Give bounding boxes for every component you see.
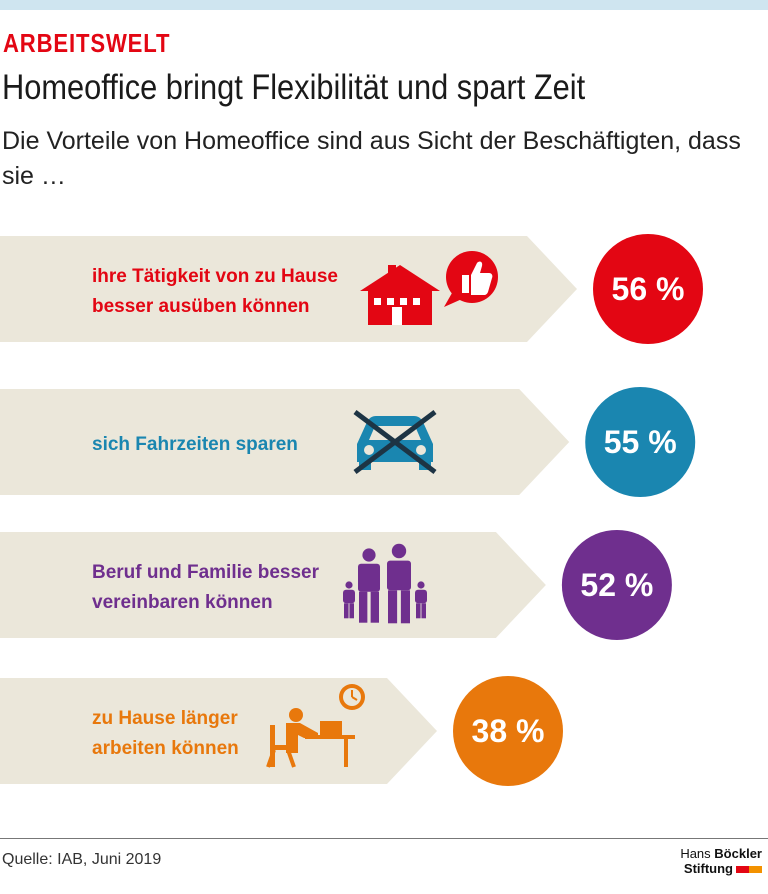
category-label: ihre Tätigkeit von zu Hause [92,266,338,287]
category-label-line2: arbeiten können [92,738,239,759]
chart-subtitle: Die Vorteile von Homeoffice sind aus Sic… [2,127,741,190]
category-label: sich Fahrzeiten sparen [92,434,298,455]
category-label: zu Hause länger [92,708,238,729]
chart-row: Beruf und Familie besser vereinbaren könn… [0,530,672,640]
chart-title: Homeoffice bringt Flexibilität und spart… [2,68,586,107]
value-circle [585,387,696,497]
bar [0,678,437,784]
chart-row: ihre Tätigkeit von zu Hause besser ausübe… [0,234,703,344]
category-label-line2: besser ausüben können [92,296,310,317]
chart-row: zu Hause länger arbeiten können 38 % [0,676,563,786]
value-label: 38 % [472,713,545,749]
house-thumbs-up-icon [360,251,498,325]
category-label: Beruf und Familie besser [92,562,320,583]
crossed-car-icon [353,410,437,474]
value-label: 56 % [612,271,685,307]
value-label: 52 % [580,567,653,603]
bar [0,532,546,638]
chart-row: sich Fahrzeiten sparen 55 % [0,387,696,497]
value-label: 55 % [604,424,677,460]
bar [0,236,577,342]
family-icon [343,543,427,624]
footer-divider [0,838,768,839]
publisher-logo: Hans Böckler Stiftung [680,846,762,876]
value-circle [561,530,672,640]
section-label: ARBEITSWELT [3,28,171,58]
category-label-line2: vereinbaren können [92,592,273,613]
value-circle [593,234,703,344]
top-accent-bar [0,0,768,10]
person-at-desk-clock-icon [266,684,365,768]
source-note: Quelle: IAB, Juni 2019 [2,851,162,868]
value-circle [453,676,563,786]
